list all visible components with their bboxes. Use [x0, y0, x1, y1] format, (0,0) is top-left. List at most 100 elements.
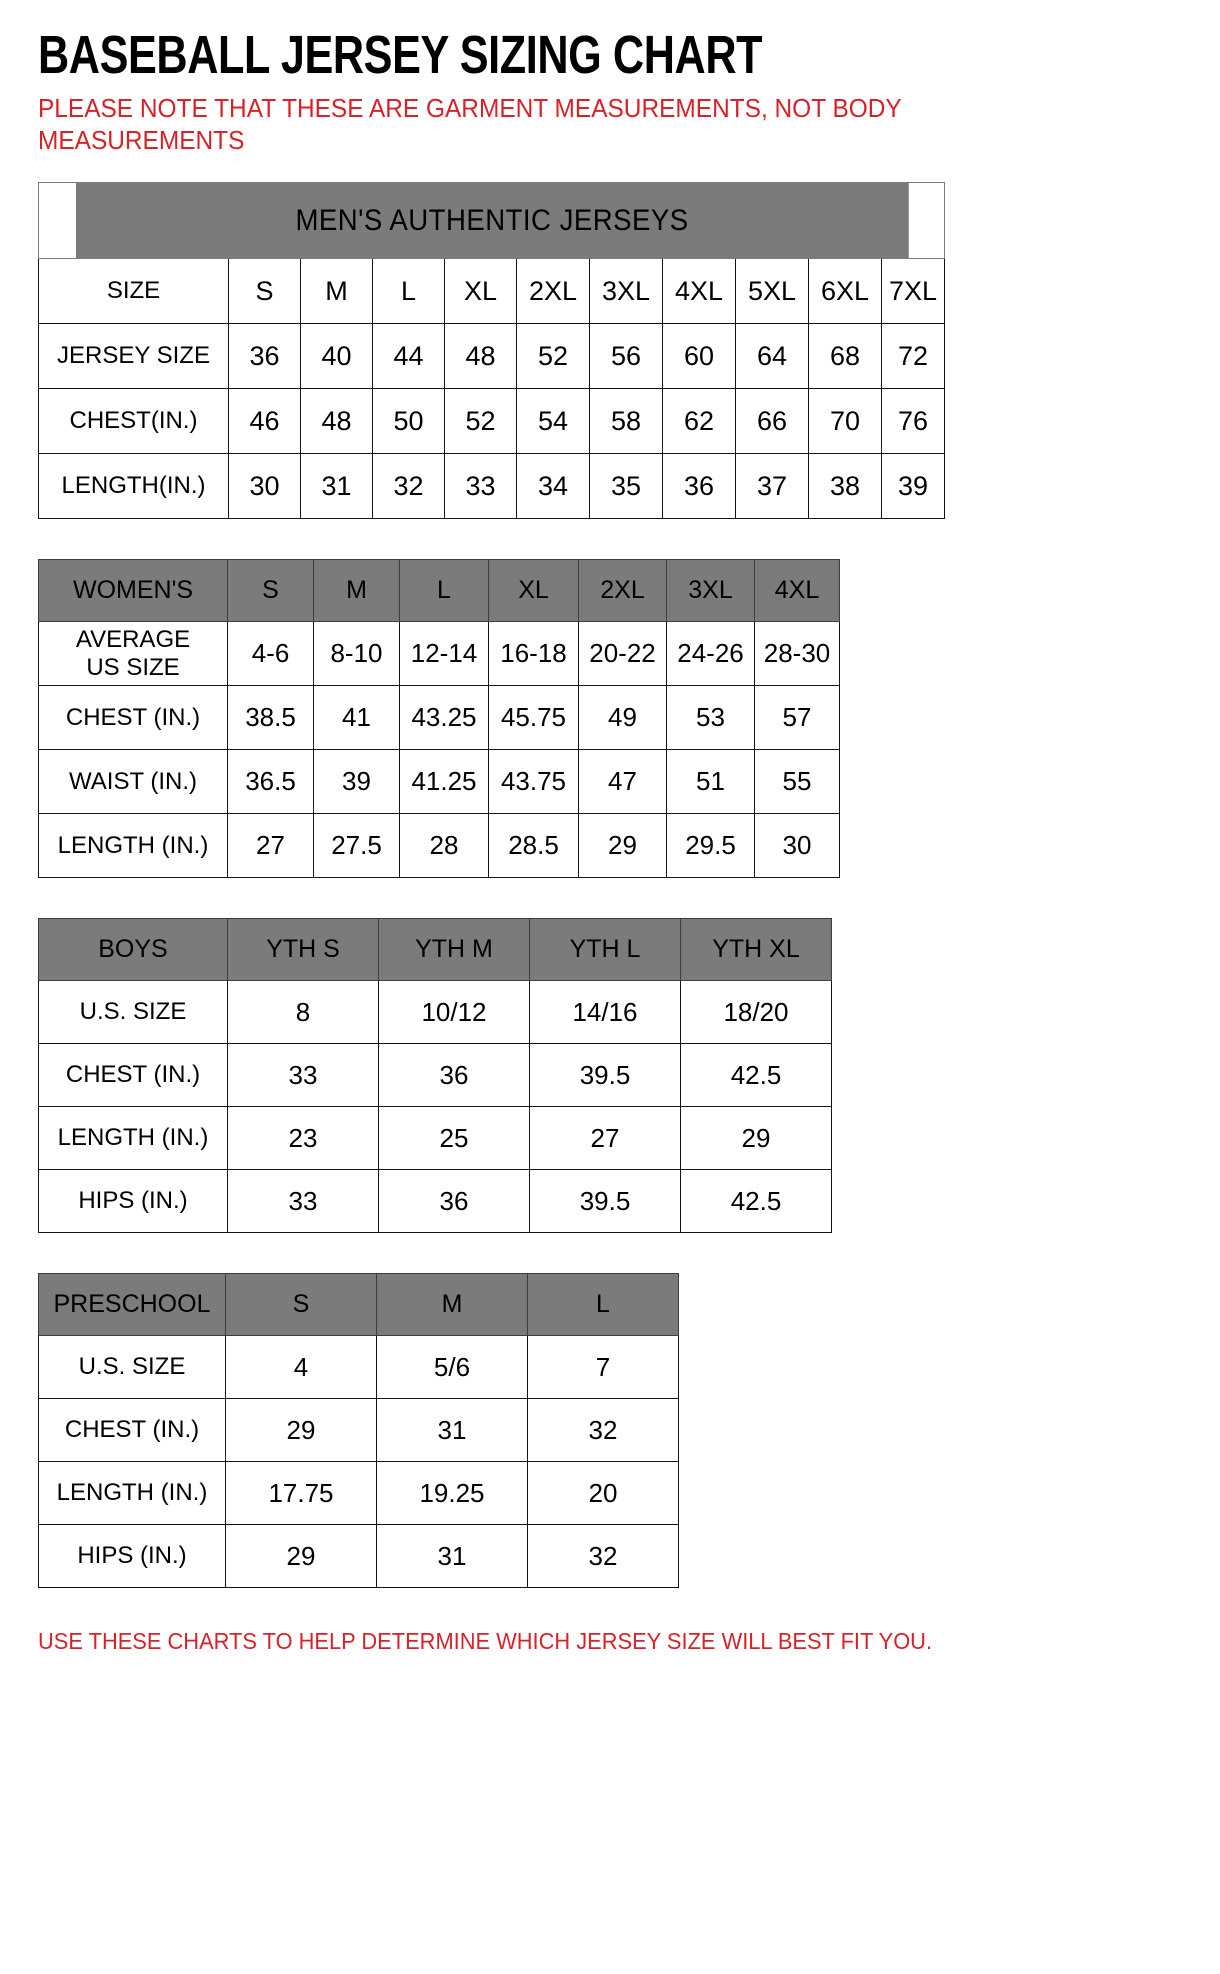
- table-row: LENGTH (IN.) 23 25 27 29: [38, 1106, 832, 1170]
- womens-row-label-header: WOMEN'S: [38, 559, 228, 622]
- womens-col-l: L: [399, 559, 489, 622]
- womens-col-m: M: [313, 559, 400, 622]
- cell: 10/12: [378, 980, 530, 1044]
- cell: 33: [227, 1169, 379, 1233]
- cell: 39: [313, 749, 400, 814]
- cell: 18/20: [680, 980, 832, 1044]
- womens-col-s: S: [227, 559, 314, 622]
- table-row: AVERAGE US SIZE 4-6 8-10 12-14 16-18 20-…: [38, 621, 840, 686]
- cell: 47: [578, 749, 667, 814]
- cell: 45.75: [488, 685, 579, 750]
- cell: 31: [300, 453, 373, 519]
- mens-col-s: S: [228, 258, 301, 324]
- table-row: WAIST (IN.) 36.5 39 41.25 43.75 47 51 55: [38, 749, 840, 814]
- mens-row-label-header: SIZE: [38, 258, 229, 324]
- womens-col-2xl: 2XL: [578, 559, 667, 622]
- boys-col-yth-l: YTH L: [529, 918, 681, 981]
- page-title: BASEBALL JERSEY SIZING CHART: [38, 25, 763, 85]
- cell: 23: [227, 1106, 379, 1170]
- table-row: U.S. SIZE 8 10/12 14/16 18/20: [38, 980, 832, 1044]
- table-row: JERSEY SIZE 36 40 44 48 52 56 60 64 68 7…: [38, 323, 946, 389]
- mens-sizing-table: MEN'S AUTHENTIC JERSEYS SIZE S M L XL 2X…: [38, 182, 946, 519]
- cell: 41: [313, 685, 400, 750]
- cell: 30: [754, 813, 840, 878]
- mens-col-5xl: 5XL: [735, 258, 809, 324]
- mens-col-4xl: 4XL: [662, 258, 736, 324]
- row-label: U.S. SIZE: [38, 1335, 226, 1399]
- cell: 72: [880, 323, 946, 389]
- preschool-col-m: M: [376, 1273, 528, 1336]
- cell: 52: [516, 323, 590, 389]
- cell: 36.5: [227, 749, 314, 814]
- mens-col-6xl: 6XL: [808, 258, 882, 324]
- cell: 38.5: [227, 685, 314, 750]
- cell: 7: [527, 1335, 679, 1399]
- cell: 32: [527, 1398, 679, 1462]
- row-label: U.S. SIZE: [38, 980, 228, 1044]
- row-label: CHEST (IN.): [38, 685, 228, 750]
- cell: 38: [808, 453, 882, 519]
- boys-sizing-table: BOYS YTH S YTH M YTH L YTH XL U.S. SIZE …: [38, 918, 832, 1233]
- mens-col-xl: XL: [444, 258, 517, 324]
- cell: 29: [680, 1106, 832, 1170]
- row-label: LENGTH(IN.): [38, 453, 229, 519]
- cell: 34: [516, 453, 590, 519]
- cell: 20: [527, 1461, 679, 1525]
- table-row: HIPS (IN.) 33 36 39.5 42.5: [38, 1169, 832, 1233]
- cell: 36: [378, 1169, 530, 1233]
- row-label: CHEST(IN.): [38, 388, 229, 454]
- preschool-col-l: L: [527, 1273, 679, 1336]
- cell: 31: [376, 1524, 528, 1588]
- mens-banner-row: MEN'S AUTHENTIC JERSEYS: [39, 182, 945, 259]
- table-row: U.S. SIZE 4 5/6 7: [38, 1335, 679, 1399]
- cell: 62: [662, 388, 736, 454]
- mens-header-row: SIZE S M L XL 2XL 3XL 4XL 5XL 6XL 7XL: [38, 258, 946, 324]
- boys-col-yth-m: YTH M: [378, 918, 530, 981]
- row-label: JERSEY SIZE: [38, 323, 229, 389]
- cell: 28: [399, 813, 489, 878]
- cell: 4: [225, 1335, 377, 1399]
- cell: 48: [300, 388, 373, 454]
- cell: 36: [228, 323, 301, 389]
- cell: 39.5: [529, 1169, 681, 1233]
- cell: 64: [735, 323, 809, 389]
- cell: 28-30: [754, 621, 840, 686]
- cell: 25: [378, 1106, 530, 1170]
- cell: 60: [662, 323, 736, 389]
- row-label-line2: US SIZE: [86, 653, 180, 681]
- table-row: LENGTH (IN.) 17.75 19.25 20: [38, 1461, 679, 1525]
- boys-col-yth-xl: YTH XL: [680, 918, 832, 981]
- cell: 43.25: [399, 685, 489, 750]
- womens-col-3xl: 3XL: [666, 559, 755, 622]
- cell: 35: [589, 453, 663, 519]
- cell: 44: [372, 323, 445, 389]
- row-label: LENGTH (IN.): [38, 813, 228, 878]
- cell: 14/16: [529, 980, 681, 1044]
- mens-col-m: M: [300, 258, 373, 324]
- cell: 49: [578, 685, 667, 750]
- womens-col-xl: XL: [488, 559, 579, 622]
- womens-header-row: WOMEN'S S M L XL 2XL 3XL 4XL: [38, 559, 840, 622]
- cell: 4-6: [227, 621, 314, 686]
- cell: 66: [735, 388, 809, 454]
- cell: 56: [589, 323, 663, 389]
- cell: 8-10: [313, 621, 400, 686]
- cell: 32: [372, 453, 445, 519]
- cell: 27: [227, 813, 314, 878]
- cell: 27.5: [313, 813, 400, 878]
- cell: 68: [808, 323, 882, 389]
- cell: 27: [529, 1106, 681, 1170]
- cell: 58: [589, 388, 663, 454]
- footer-note: USE THESE CHARTS TO HELP DETERMINE WHICH…: [38, 1628, 933, 1654]
- row-label: CHEST (IN.): [38, 1043, 228, 1107]
- row-label: CHEST (IN.): [38, 1398, 226, 1462]
- cell: 39: [880, 453, 946, 519]
- cell: 41.25: [399, 749, 489, 814]
- mens-col-2xl: 2XL: [516, 258, 590, 324]
- cell: 48: [444, 323, 517, 389]
- table-row: CHEST(IN.) 46 48 50 52 54 58 62 66 70 76: [38, 388, 946, 454]
- preschool-col-s: S: [225, 1273, 377, 1336]
- row-label: LENGTH (IN.): [38, 1106, 228, 1170]
- cell: 54: [516, 388, 590, 454]
- cell: 42.5: [680, 1169, 832, 1233]
